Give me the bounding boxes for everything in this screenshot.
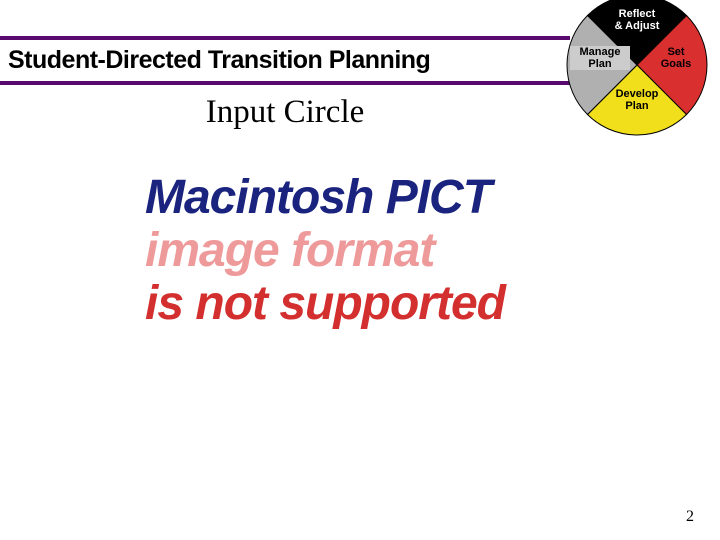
wheel-label-bottom: Develop Plan	[607, 88, 667, 112]
wheel-label-left-line1: Manage	[580, 46, 621, 58]
header-area: Student-Directed Transition Planning Inp…	[0, 0, 720, 140]
wheel-label-right-line2: Goals	[661, 58, 692, 70]
page-number: 2	[686, 508, 694, 526]
center-text-line2: image format	[145, 225, 575, 278]
page-subtitle: Input Circle	[0, 94, 570, 131]
wheel-label-left-line2: Plan	[588, 58, 611, 70]
process-wheel: Reflect & Adjust Manage Plan Set Goals D…	[562, 0, 712, 140]
wheel-label-bottom-line2: Plan	[625, 100, 648, 112]
wheel-label-top: Reflect & Adjust	[607, 8, 667, 32]
center-text-line3: is not supported	[145, 278, 575, 331]
wheel-label-top-line2: & Adjust	[615, 20, 660, 32]
center-text-line1: Macintosh PICT	[145, 172, 575, 225]
wheel-label-bottom-line1: Develop	[616, 88, 659, 100]
page-title: Student-Directed Transition Planning	[8, 46, 562, 75]
wheel-label-top-line1: Reflect	[619, 8, 656, 20]
wheel-label-right-line1: Set	[667, 46, 684, 58]
wheel-label-right: Set Goals	[646, 46, 706, 70]
center-text: Macintosh PICT image format is not suppo…	[145, 172, 575, 330]
title-bar: Student-Directed Transition Planning	[0, 36, 570, 85]
wheel-label-left: Manage Plan	[570, 46, 630, 70]
